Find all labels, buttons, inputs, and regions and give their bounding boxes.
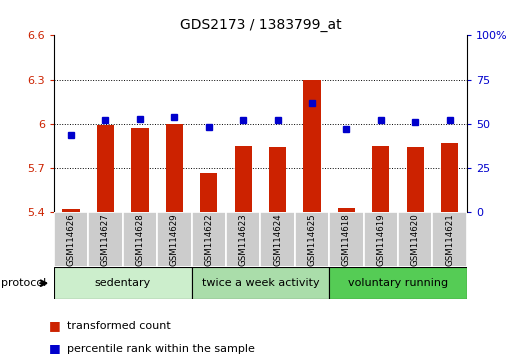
Bar bbox=[54, 212, 88, 267]
Bar bbox=[63, 210, 80, 212]
Bar bbox=[131, 128, 148, 212]
Text: GSM114626: GSM114626 bbox=[67, 213, 75, 266]
Bar bbox=[407, 148, 424, 212]
Text: GSM114621: GSM114621 bbox=[445, 213, 454, 266]
Bar bbox=[234, 146, 252, 212]
Bar bbox=[97, 125, 114, 212]
Text: GSM114623: GSM114623 bbox=[239, 213, 248, 266]
Bar bbox=[441, 143, 458, 212]
Bar bbox=[269, 148, 286, 212]
Bar bbox=[123, 212, 157, 267]
Text: GSM114622: GSM114622 bbox=[204, 213, 213, 266]
Text: percentile rank within the sample: percentile rank within the sample bbox=[67, 344, 254, 354]
Text: GSM114625: GSM114625 bbox=[307, 213, 317, 266]
Bar bbox=[191, 212, 226, 267]
Text: GSM114628: GSM114628 bbox=[135, 213, 144, 266]
Bar bbox=[329, 267, 467, 299]
Bar bbox=[54, 267, 191, 299]
Text: GSM114619: GSM114619 bbox=[377, 213, 385, 266]
Text: ■: ■ bbox=[49, 342, 61, 354]
Title: GDS2173 / 1383799_at: GDS2173 / 1383799_at bbox=[180, 18, 341, 32]
Text: protocol: protocol bbox=[1, 278, 46, 288]
Bar bbox=[432, 212, 467, 267]
Bar bbox=[200, 172, 218, 212]
Bar bbox=[372, 146, 389, 212]
Text: transformed count: transformed count bbox=[67, 321, 170, 331]
Bar bbox=[329, 212, 364, 267]
Bar bbox=[398, 212, 432, 267]
Bar bbox=[260, 212, 295, 267]
Text: GSM114624: GSM114624 bbox=[273, 213, 282, 266]
Bar bbox=[88, 212, 123, 267]
Bar bbox=[364, 212, 398, 267]
Bar bbox=[303, 80, 321, 212]
Text: GSM114620: GSM114620 bbox=[411, 213, 420, 266]
Bar bbox=[338, 208, 355, 212]
Text: GSM114627: GSM114627 bbox=[101, 213, 110, 266]
Bar bbox=[295, 212, 329, 267]
Text: twice a week activity: twice a week activity bbox=[202, 278, 319, 288]
Bar bbox=[191, 267, 329, 299]
Text: ■: ■ bbox=[49, 319, 61, 332]
Text: GSM114629: GSM114629 bbox=[170, 213, 179, 266]
Text: sedentary: sedentary bbox=[94, 278, 151, 288]
Bar bbox=[157, 212, 191, 267]
Text: voluntary running: voluntary running bbox=[348, 278, 448, 288]
Bar bbox=[226, 212, 260, 267]
Bar bbox=[166, 124, 183, 212]
Text: GSM114618: GSM114618 bbox=[342, 213, 351, 266]
